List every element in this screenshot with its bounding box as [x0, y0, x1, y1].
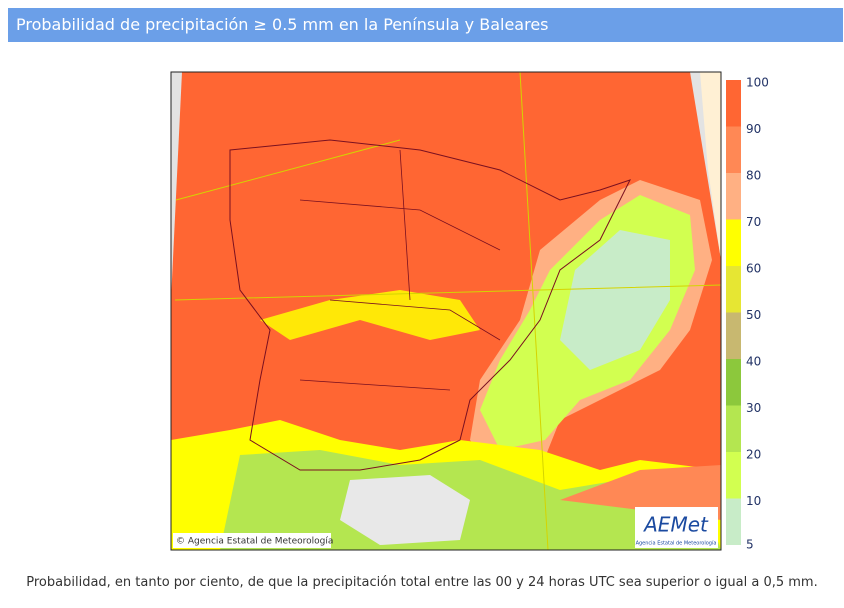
- legend-label: 100: [746, 76, 769, 90]
- probability-area: [560, 230, 670, 370]
- probability-area: [260, 290, 480, 340]
- map-frame: [170, 71, 722, 551]
- map-credit: © Agencia Estatal de Meteorología: [176, 537, 333, 547]
- probability-area: [340, 475, 470, 545]
- legend-swatch: [726, 452, 741, 499]
- legend-swatch: [726, 498, 741, 545]
- probability-area: [220, 450, 721, 550]
- legend-label: 30: [746, 401, 761, 415]
- map: © Agencia Estatal de Meteorología AEMet …: [170, 71, 769, 552]
- legend-label: 10: [746, 494, 761, 508]
- legend-label: 80: [746, 169, 761, 183]
- legend-swatch: [726, 80, 741, 127]
- legend-label: 20: [746, 448, 761, 462]
- legend-swatch: [726, 359, 741, 406]
- probability-area: [560, 465, 721, 520]
- legend-label: 90: [746, 122, 761, 136]
- legend-swatch: [726, 219, 741, 266]
- legend-swatch: [726, 312, 741, 359]
- legend-label: 50: [746, 308, 761, 322]
- legend-swatch: [726, 405, 741, 452]
- legend-label: 5: [746, 538, 754, 552]
- legend-swatch: [726, 266, 741, 313]
- legend-label: 70: [746, 215, 761, 229]
- sea-area: [700, 72, 721, 260]
- logo: AEMet: [642, 513, 709, 537]
- graticule: [174, 71, 722, 551]
- credit-box: [173, 533, 331, 548]
- legend: 100 90 80 70 60 50 40 30 20 10 5: [726, 76, 769, 552]
- logo-subtitle: Agencia Estatal de Meteorología: [636, 540, 717, 547]
- logo-box: [635, 507, 718, 548]
- legend-swatch: [726, 126, 741, 173]
- caption: Probabilidad, en tanto por ciento, de qu…: [26, 575, 818, 590]
- border-outline: [229, 139, 631, 471]
- page-title: Probabilidad de precipitación ≥ 0.5 mm e…: [8, 8, 843, 42]
- province-borders: [299, 149, 501, 391]
- legend-swatch: [726, 173, 741, 220]
- legend-label: 40: [746, 355, 761, 369]
- legend-label: 60: [746, 262, 761, 276]
